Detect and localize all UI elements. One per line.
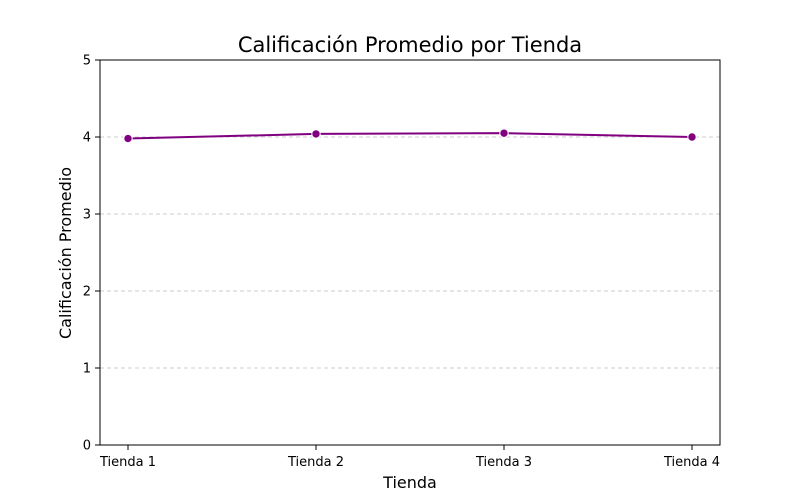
tick-marks	[95, 59, 693, 450]
data-point[interactable]	[123, 133, 133, 144]
y-tick-label: 2	[83, 285, 91, 300]
x-axis-title: Tienda	[382, 473, 437, 492]
data-point[interactable]	[687, 132, 697, 142]
y-tick-label: 0	[83, 439, 91, 454]
x-tick-label: Tienda 3	[475, 455, 532, 470]
grid-lines	[100, 136, 720, 369]
chart-title: Calificación Promedio por Tienda	[238, 33, 582, 57]
y-axis-title: Calificación Promedio	[56, 167, 75, 339]
axes	[99, 59, 721, 446]
y-tick-label: 3	[83, 208, 91, 223]
data-point[interactable]	[499, 128, 509, 138]
x-tick-label: Tienda 2	[287, 455, 344, 470]
series-layer	[123, 128, 697, 144]
plot-frame	[99, 59, 721, 446]
data-point[interactable]	[311, 129, 321, 139]
series-line	[127, 132, 693, 140]
x-tick-label: Tienda 1	[99, 455, 156, 470]
y-tick-label: 4	[83, 131, 91, 146]
x-tick-label: Tienda 4	[663, 455, 720, 470]
y-tick-label: 5	[83, 54, 91, 69]
y-tick-label: 1	[83, 362, 91, 377]
